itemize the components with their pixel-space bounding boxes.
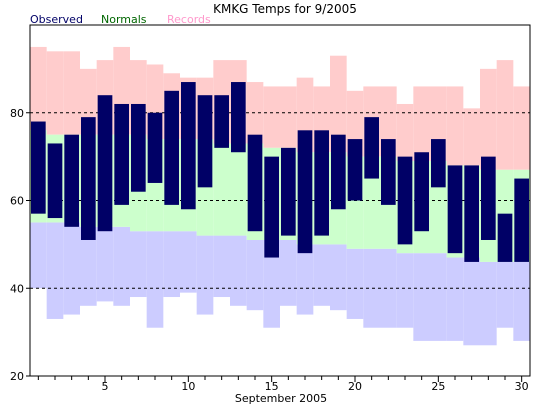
observed-bar-day-17 [297,130,313,254]
record-low-bar-day-2 [46,222,64,319]
record-low-bar-day-7 [130,231,147,298]
legend-records: Records [167,13,211,26]
record-low-bar-day-20 [346,248,364,319]
record-low-bar-day-8 [146,231,164,328]
observed-bar-day-5 [97,95,113,232]
records-low-layer [30,222,530,346]
record-high-bar-day-30 [513,86,530,170]
legend-normals: Normals [101,13,147,26]
observed-bar-day-18 [314,130,329,236]
record-low-bar-day-23 [396,253,414,328]
record-low-bar-day-25 [430,253,447,341]
observed-bar-day-8 [147,112,163,183]
observed-bar-day-6 [114,103,129,205]
legend-observed: Observed [30,13,83,26]
x-axis-label: September 2005 [235,392,327,405]
record-low-bar-day-5 [96,226,114,302]
x-tick-label-10: 10 [181,380,195,393]
y-tick-label-40: 40 [10,282,24,295]
observed-bar-day-22 [381,139,396,205]
observed-bar-day-27 [464,165,479,262]
record-low-bar-day-10 [180,231,197,293]
x-tick-label-30: 30 [515,380,529,393]
observed-bar-day-10 [181,82,196,210]
record-high-bar-day-19 [330,55,347,153]
record-high-bar-day-23 [396,103,414,162]
record-high-bar-day-26 [446,86,464,166]
x-tick-label-15: 15 [265,380,279,393]
normal-range-bar-day-13 [230,143,247,236]
record-low-bar-day-24 [413,253,430,341]
x-tick-label-5: 5 [102,380,109,393]
record-low-bar-day-16 [280,239,297,306]
observed-bar-day-19 [331,134,346,210]
observed-bar-day-13 [231,82,246,153]
record-low-bar-day-11 [196,235,214,315]
record-low-bar-day-26 [446,257,464,341]
record-low-bar-day-28 [480,261,497,346]
chart-title: KMKG Temps for 9/2005 [213,2,357,16]
observed-layer [31,82,529,262]
observed-bar-day-30 [514,178,529,262]
record-high-bar-day-16 [280,86,297,148]
normal-range-bar-day-12 [213,143,230,236]
record-high-bar-day-28 [480,68,497,170]
observed-bar-day-20 [347,139,363,201]
y-tick-label-80: 80 [10,107,24,120]
record-low-bar-day-14 [246,239,264,311]
record-low-bar-day-30 [513,261,530,341]
observed-bar-day-25 [431,139,446,188]
record-low-bar-day-6 [113,226,130,306]
observed-bar-day-16 [281,147,296,236]
y-tick-label-20: 20 [10,370,24,383]
observed-bar-day-26 [447,165,463,254]
observed-bar-day-15 [264,156,279,258]
record-high-bar-day-1 [30,46,47,131]
observed-bar-day-12 [214,95,229,148]
record-low-bar-day-9 [163,231,180,298]
record-high-bar-day-29 [496,60,514,170]
observed-bar-day-4 [81,117,96,240]
observed-bar-day-14 [247,134,263,232]
normal-range-bar-day-21 [363,156,380,249]
record-low-bar-day-12 [213,235,230,298]
gridlines-layer [30,112,530,289]
observed-bar-day-11 [197,95,213,188]
observed-bar-day-24 [414,152,429,232]
record-low-bar-day-17 [296,244,314,315]
record-low-bar-day-1 [30,222,47,289]
observed-bar-day-29 [497,213,513,262]
y-tick-label-60: 60 [10,195,24,208]
record-high-bar-day-2 [46,51,64,135]
record-low-bar-day-22 [380,248,397,328]
axes-layer: 20 40 60 80 5 10 15 20 25 30 [10,107,529,393]
observed-bar-day-21 [364,117,379,179]
record-low-bar-day-4 [80,226,97,306]
record-low-bar-day-18 [313,244,330,306]
x-tick-label-20: 20 [348,380,362,393]
record-low-bar-day-27 [463,257,480,346]
record-low-bar-day-21 [363,248,380,328]
record-high-bar-day-3 [63,51,80,135]
observed-bar-day-2 [47,143,63,219]
x-tick-label-25: 25 [431,380,445,393]
observed-bar-day-7 [131,103,146,192]
record-high-bar-day-24 [413,86,430,162]
observed-bar-day-28 [481,156,496,240]
record-low-bar-day-3 [63,222,80,315]
record-high-bar-day-27 [463,108,480,166]
record-low-bar-day-15 [263,239,280,328]
observed-bar-day-23 [397,156,413,245]
observed-bar-day-9 [164,90,179,205]
record-low-bar-day-19 [330,244,347,311]
observed-bar-day-3 [64,134,79,227]
record-low-bar-day-29 [496,261,514,328]
record-low-bar-day-13 [230,235,247,306]
record-high-bar-day-15 [263,86,280,148]
observed-bar-day-1 [31,121,46,214]
